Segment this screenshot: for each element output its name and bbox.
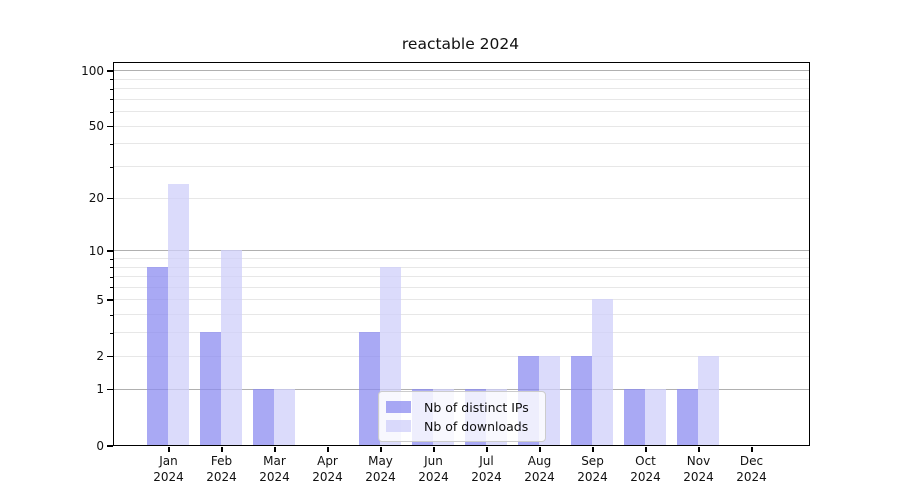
- bar-downloads: [274, 388, 295, 445]
- minor-gridline: [114, 166, 809, 168]
- x-tick-mark: [645, 447, 647, 452]
- legend-swatch-downloads: [386, 420, 411, 432]
- y-tick-mark: [107, 197, 113, 200]
- bar-distinct-ips: [677, 388, 698, 445]
- y-tick-mark: [107, 388, 113, 391]
- minor-gridline: [114, 88, 809, 90]
- major-gridline: [114, 299, 809, 301]
- y-tick-label: 50: [88, 119, 104, 134]
- x-tick-mark: [751, 447, 753, 452]
- minor-gridline: [114, 258, 809, 259]
- y-minor-tick-mark: [109, 79, 113, 81]
- x-tick-label: Jan 2024: [153, 454, 184, 484]
- y-tick-label: 100: [81, 63, 104, 78]
- y-minor-tick-mark: [109, 99, 113, 101]
- bar-distinct-ips: [624, 388, 645, 445]
- bar-downloads: [698, 355, 719, 445]
- major-gridline: [114, 250, 809, 252]
- x-tick-mark: [433, 447, 435, 452]
- x-tick-label: May 2024: [365, 454, 396, 484]
- y-tick-label: 1: [96, 382, 104, 397]
- x-tick-label: Oct 2024: [630, 454, 661, 484]
- bar-downloads: [221, 250, 242, 445]
- y-minor-tick-mark: [109, 287, 113, 289]
- minor-gridline: [114, 266, 809, 268]
- bar-downloads: [645, 388, 666, 445]
- x-tick-label: Feb 2024: [206, 454, 237, 484]
- y-tick-label: 20: [88, 191, 104, 206]
- bar-distinct-ips: [200, 332, 221, 445]
- y-minor-tick-mark: [109, 267, 113, 269]
- x-tick-mark: [274, 447, 276, 452]
- legend-label: Nb of downloads: [424, 418, 529, 434]
- y-tick-label: 0: [96, 438, 104, 453]
- x-tick-mark: [327, 447, 329, 452]
- y-minor-tick-mark: [109, 276, 113, 278]
- legend-item: Nb of downloads: [386, 417, 538, 435]
- minor-gridline: [114, 286, 809, 288]
- y-tick-mark: [107, 445, 113, 447]
- minor-gridline: [114, 143, 809, 145]
- x-tick-mark: [380, 447, 382, 452]
- y-tick-mark: [107, 355, 113, 358]
- x-tick-mark: [698, 447, 700, 452]
- bar-distinct-ips: [571, 355, 592, 445]
- chart-title: reactable 2024: [401, 35, 520, 53]
- x-tick-label: Nov 2024: [683, 454, 714, 484]
- major-gridline: [114, 388, 809, 390]
- y-tick-mark: [107, 250, 113, 252]
- x-tick-mark: [221, 447, 223, 452]
- bar-distinct-ips: [253, 388, 274, 445]
- minor-gridline: [114, 314, 809, 316]
- x-tick-label: Dec 2024: [736, 454, 767, 484]
- legend-label: Nb of distinct IPs: [424, 399, 529, 415]
- major-gridline: [114, 197, 809, 199]
- legend-item: Nb of distinct IPs: [386, 398, 538, 416]
- x-tick-label: Mar 2024: [259, 454, 290, 484]
- x-tick-label: Sep 2024: [577, 454, 608, 484]
- bar-distinct-ips: [147, 266, 168, 445]
- y-minor-tick-mark: [109, 166, 113, 168]
- y-tick-mark: [107, 299, 113, 301]
- legend-swatch-distinct-ips: [386, 401, 411, 413]
- x-tick-mark: [168, 447, 170, 452]
- y-minor-tick-mark: [109, 88, 113, 90]
- minor-gridline: [114, 78, 809, 80]
- minor-gridline: [114, 276, 809, 278]
- legend: Nb of distinct IPs Nb of downloads: [378, 391, 546, 442]
- y-minor-tick-mark: [109, 258, 113, 260]
- minor-gridline: [114, 111, 809, 113]
- y-tick-mark: [107, 70, 113, 72]
- y-minor-tick-mark: [109, 332, 113, 334]
- x-tick-mark: [486, 447, 488, 452]
- plot-area: [113, 62, 810, 446]
- x-tick-label: Jul 2024: [471, 454, 502, 484]
- y-tick-mark: [107, 125, 113, 128]
- x-tick-mark: [592, 447, 594, 452]
- y-minor-tick-mark: [109, 143, 113, 145]
- y-minor-tick-mark: [109, 314, 113, 316]
- x-tick-label: Jun 2024: [418, 454, 449, 484]
- major-gridline: [114, 355, 809, 357]
- y-minor-tick-mark: [109, 111, 113, 113]
- y-tick-label: 2: [96, 349, 104, 364]
- x-tick-label: Apr 2024: [312, 454, 343, 484]
- major-gridline: [114, 70, 809, 72]
- x-tick-mark: [539, 447, 541, 452]
- x-tick-label: Aug 2024: [524, 454, 555, 484]
- y-tick-label: 5: [96, 292, 104, 307]
- bar-downloads: [168, 183, 189, 445]
- bar-distinct-ips: [359, 332, 380, 445]
- y-tick-label: 10: [88, 243, 104, 258]
- bar-downloads: [592, 299, 613, 445]
- minor-gridline: [114, 332, 809, 334]
- major-gridline: [114, 125, 809, 127]
- minor-gridline: [114, 98, 809, 100]
